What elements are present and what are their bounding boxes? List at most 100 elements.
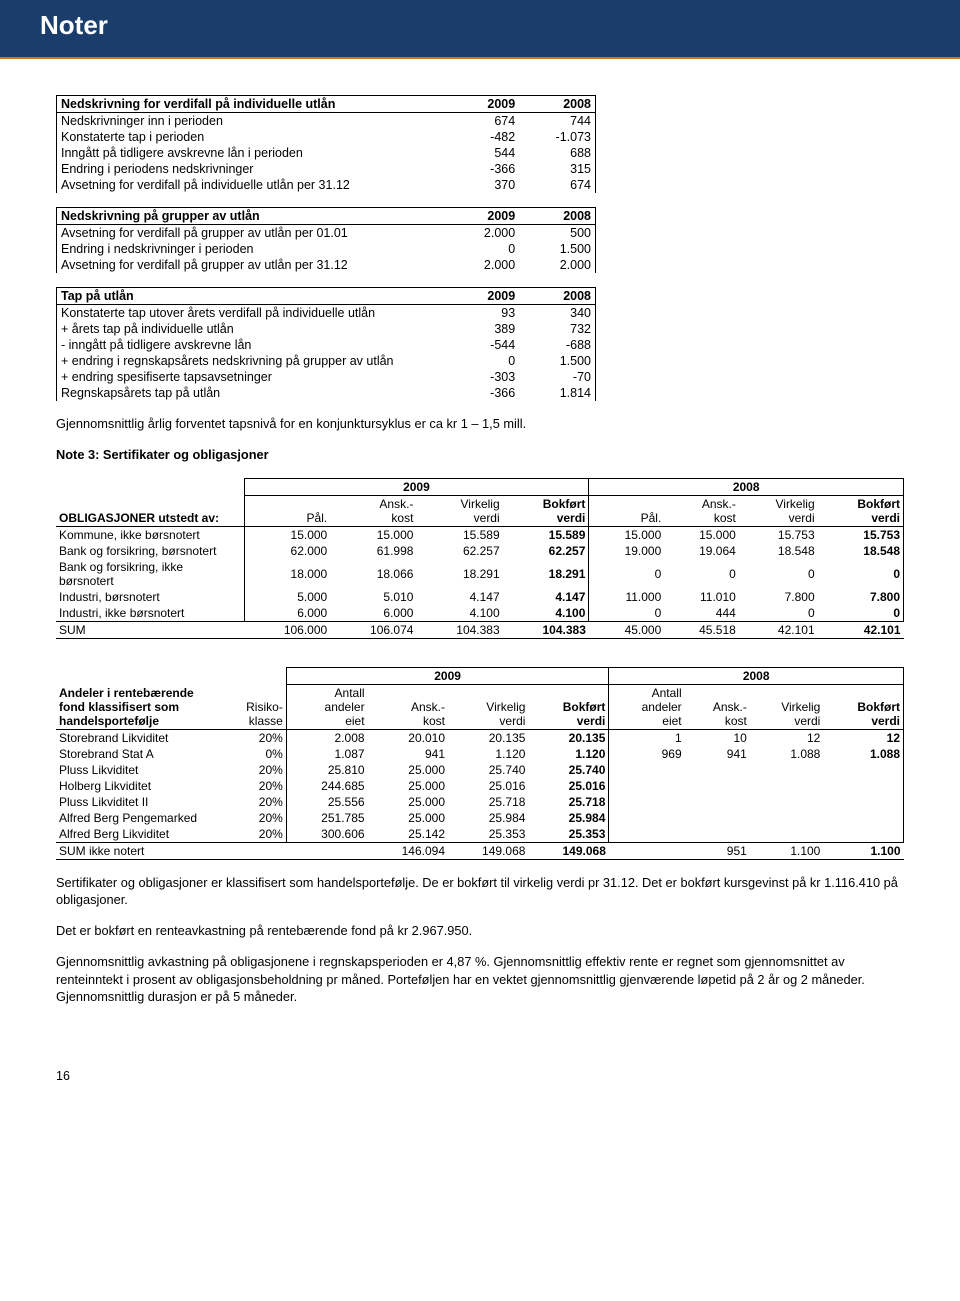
column-header: Antallandelereiet (286, 684, 367, 729)
cell-label: Alfred Berg Pengemarked (56, 810, 216, 826)
cell: 25.740 (448, 762, 528, 778)
cell: 20% (216, 729, 286, 746)
cell: 20% (216, 778, 286, 794)
cell-label: Kommune, ikke børsnotert (56, 526, 244, 543)
table-row: Holberg Likviditet20%244.68525.00025.016… (56, 778, 904, 794)
cell: 25.740 (528, 762, 608, 778)
column-header: Bokførtverdi (823, 684, 903, 729)
cell: 941 (685, 746, 750, 762)
cell: 20% (216, 762, 286, 778)
cell: 25.016 (528, 778, 608, 794)
cell: 62.257 (503, 543, 589, 559)
cell-label: Avsetning for verdifall på grupper av ut… (57, 225, 443, 242)
cell: 25.000 (368, 810, 448, 826)
cell: 25.984 (528, 810, 608, 826)
cell: 20.135 (448, 729, 528, 746)
cell-v2: 1.500 (519, 353, 595, 369)
cell: 25.718 (528, 794, 608, 810)
column-header: Bokførtverdi (818, 495, 904, 526)
cell: 104.383 (503, 621, 589, 638)
table2-y2: 2008 (519, 208, 595, 225)
cell-v2: 732 (519, 321, 595, 337)
table1-sum-v1: 370 (443, 177, 519, 193)
cell (609, 842, 685, 859)
cell: 15.000 (330, 526, 416, 543)
cell (216, 842, 286, 859)
table-tap-utlaan: Tap på utlån 2009 2008 Konstaterte tap u… (56, 287, 596, 401)
cell (823, 794, 903, 810)
cell: 5.000 (244, 589, 330, 605)
cell-label: Bank og forsikring, ikke børsnotert (56, 559, 244, 589)
cell-label: Storebrand Likviditet (56, 729, 216, 746)
cell-v1: 0 (443, 353, 519, 369)
table1-sum-lbl: Avsetning for verdifall på individuelle … (57, 177, 443, 193)
table-row: Nedskrivninger inn i perioden674744 (57, 113, 596, 130)
cell: 42.101 (818, 621, 904, 638)
cell: 1.120 (448, 746, 528, 762)
column-header: Ansk.-kost (330, 495, 416, 526)
cell: 251.785 (286, 810, 367, 826)
cell: 18.291 (416, 559, 502, 589)
table3-y2: 2008 (519, 288, 595, 305)
cell: 25.353 (448, 826, 528, 843)
table3-sum-v2: 1.814 (519, 385, 595, 401)
cell: 300.606 (286, 826, 367, 843)
cell: 1.088 (823, 746, 903, 762)
cell: 20% (216, 794, 286, 810)
cell-v2: 688 (519, 145, 595, 161)
cell: 0 (739, 605, 818, 622)
cell: 20.010 (368, 729, 448, 746)
cell: 20% (216, 826, 286, 843)
column-header: Virkeligverdi (448, 684, 528, 729)
page-number: 16 (0, 1049, 960, 1103)
cell-v1: -544 (443, 337, 519, 353)
cell-label: Nedskrivninger inn i perioden (57, 113, 443, 130)
cell-label: Storebrand Stat A (56, 746, 216, 762)
table-row: Industri, ikke børsnotert6.0006.0004.100… (56, 605, 904, 622)
para2: Det er bokført en renteavkastning på ren… (56, 922, 904, 939)
cell (685, 794, 750, 810)
cell-v1: -482 (443, 129, 519, 145)
cell: 0 (589, 605, 664, 622)
cell: 4.147 (503, 589, 589, 605)
column-header: Pål. (589, 495, 664, 526)
cell-v1: 544 (443, 145, 519, 161)
table2-sum-lbl: Avsetning for verdifall på grupper av ut… (57, 257, 443, 273)
column-header: Bokførtverdi (503, 495, 589, 526)
cell (823, 826, 903, 843)
cell: 25.016 (448, 778, 528, 794)
cell-v2: -70 (519, 369, 595, 385)
oblig-row-hdr: OBLIGASJONER utstedt av: (56, 495, 244, 526)
cell: 969 (609, 746, 685, 762)
cell: 25.353 (528, 826, 608, 843)
cell-v2: 500 (519, 225, 595, 242)
cell-label: - inngått på tidligere avskrevne lån (57, 337, 443, 353)
cell: 15.753 (818, 526, 904, 543)
cell (823, 762, 903, 778)
cell-v2: 744 (519, 113, 595, 130)
cell (750, 762, 824, 778)
column-header: Antallandelereiet (609, 684, 685, 729)
cell: 6.000 (244, 605, 330, 622)
table-row: Alfred Berg Likviditet20%300.60625.14225… (56, 826, 904, 843)
cell: 25.000 (368, 778, 448, 794)
table1-y2: 2008 (519, 96, 595, 113)
cell-label: Endring i periodens nedskrivninger (57, 161, 443, 177)
cell: 18.291 (503, 559, 589, 589)
cell: 15.753 (739, 526, 818, 543)
table-row: Inngått på tidligere avskrevne lån i per… (57, 145, 596, 161)
cell: 1.088 (750, 746, 824, 762)
cell: 7.800 (739, 589, 818, 605)
table-row: + årets tap på individuelle utlån389732 (57, 321, 596, 337)
cell: 25.984 (448, 810, 528, 826)
cell: 1.100 (823, 842, 903, 859)
table-row: Industri, børsnotert5.0005.0104.1474.147… (56, 589, 904, 605)
cell: 0 (739, 559, 818, 589)
column-header: Ansk.-kost (664, 495, 739, 526)
column-header: Pål. (244, 495, 330, 526)
cell: 104.383 (416, 621, 502, 638)
table-row: Konstaterte tap i perioden-482-1.073 (57, 129, 596, 145)
cell (685, 778, 750, 794)
column-header: Bokførtverdi (528, 684, 608, 729)
cell: 6.000 (330, 605, 416, 622)
